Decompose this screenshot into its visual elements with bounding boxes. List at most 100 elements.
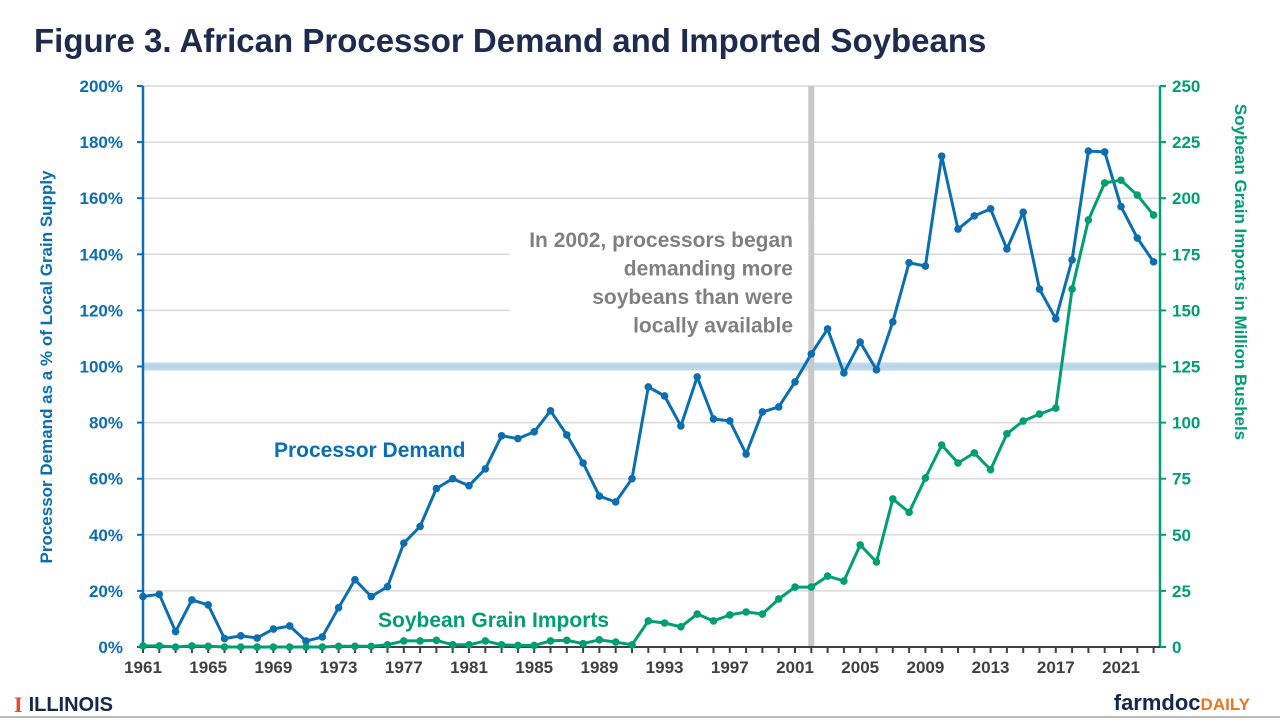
data-point bbox=[1084, 147, 1093, 155]
illinois-logo: I ILLINOIS bbox=[14, 692, 113, 718]
data-point bbox=[237, 631, 245, 640]
data-point bbox=[1068, 256, 1076, 264]
annotation-line: demanding more bbox=[624, 258, 793, 281]
data-point bbox=[367, 642, 376, 651]
x-tick-label: 1977 bbox=[385, 658, 423, 677]
data-point bbox=[611, 498, 620, 506]
y-tick-label: 120% bbox=[80, 301, 123, 320]
data-point bbox=[334, 603, 343, 612]
footer-divider bbox=[0, 716, 1280, 718]
data-point bbox=[1133, 191, 1142, 199]
data-point bbox=[1019, 417, 1027, 425]
daily-logo-text: DAILY bbox=[1200, 695, 1250, 714]
illinois-logo-text: ILLINOIS bbox=[28, 693, 114, 716]
data-point bbox=[937, 152, 946, 160]
data-point bbox=[1117, 176, 1125, 185]
data-point bbox=[970, 449, 979, 457]
data-point bbox=[1100, 179, 1109, 187]
y2-tick-label: 125 bbox=[1172, 358, 1200, 377]
y2-tick-label: 175 bbox=[1172, 245, 1200, 264]
y2-tick-label: 225 bbox=[1172, 133, 1200, 152]
y-tick-label: 100% bbox=[80, 358, 123, 377]
data-point bbox=[840, 577, 848, 585]
data-point bbox=[791, 583, 799, 591]
x-tick-label: 2013 bbox=[972, 658, 1010, 677]
data-point bbox=[171, 627, 180, 636]
data-point bbox=[709, 415, 718, 423]
data-point bbox=[204, 642, 212, 651]
data-point bbox=[563, 636, 571, 645]
data-point bbox=[497, 431, 506, 440]
data-point bbox=[742, 450, 750, 458]
data-point bbox=[954, 459, 962, 467]
x-tick-label: 2005 bbox=[841, 658, 879, 677]
data-point bbox=[188, 642, 196, 650]
data-point bbox=[432, 484, 441, 493]
data-point bbox=[1068, 285, 1076, 293]
x-tick-label: 1985 bbox=[515, 658, 553, 677]
x-tick-label: 2009 bbox=[906, 658, 944, 677]
data-point bbox=[823, 325, 832, 333]
gridlines bbox=[143, 85, 1160, 592]
data-point bbox=[237, 643, 245, 651]
data-point bbox=[1149, 211, 1158, 219]
data-point bbox=[188, 596, 196, 604]
y-tick-label: 200% bbox=[80, 77, 123, 96]
x-tick-label: 1981 bbox=[450, 658, 488, 677]
data-point bbox=[595, 492, 604, 500]
y2-tick-label: 75 bbox=[1172, 470, 1191, 489]
farmdoc-logo-text: farmdoc bbox=[1113, 690, 1201, 715]
data-point bbox=[872, 366, 881, 374]
data-point bbox=[1035, 410, 1044, 418]
data-point bbox=[155, 590, 164, 599]
data-point bbox=[220, 634, 229, 643]
chart-title: Figure 3. African Processor Demand and I… bbox=[34, 22, 987, 59]
data-point bbox=[660, 392, 669, 400]
y-tick-label: 160% bbox=[80, 189, 123, 208]
x-tick-label: 1969 bbox=[254, 658, 292, 677]
data-point bbox=[1003, 245, 1011, 253]
data-point bbox=[840, 369, 848, 377]
illinois-block-i-icon: I bbox=[14, 692, 23, 717]
data-point bbox=[1133, 234, 1142, 242]
data-point bbox=[269, 625, 278, 633]
data-point bbox=[302, 637, 310, 645]
data-point bbox=[1019, 208, 1027, 217]
data-point bbox=[318, 643, 327, 651]
data-point bbox=[546, 637, 555, 645]
data-point bbox=[807, 583, 816, 591]
data-point bbox=[383, 582, 392, 591]
data-point bbox=[986, 465, 995, 474]
annotation-line: locally available bbox=[633, 315, 793, 338]
data-point bbox=[351, 575, 359, 584]
reference-band-100 bbox=[143, 362, 1160, 371]
data-point bbox=[171, 643, 180, 651]
data-point bbox=[204, 601, 212, 609]
data-point bbox=[660, 619, 669, 627]
data-point bbox=[774, 595, 783, 603]
data-point bbox=[1035, 285, 1044, 293]
data-point bbox=[986, 205, 995, 213]
data-point bbox=[367, 592, 376, 601]
data-point bbox=[220, 643, 229, 651]
x-tick-label: 1961 bbox=[124, 658, 162, 677]
data-point bbox=[970, 212, 979, 220]
y-tick-label: 20% bbox=[89, 582, 123, 601]
y-tick-label: 0% bbox=[98, 638, 123, 657]
y-tick-label: 180% bbox=[80, 133, 123, 152]
data-point bbox=[644, 383, 653, 391]
data-point bbox=[726, 417, 734, 425]
axes: 0% 20% 40% 60% 80% 100% 120% 140% 160% 180% 200% 0 2… bbox=[80, 77, 1201, 677]
data-point bbox=[563, 431, 571, 439]
x-tick-label: 1997 bbox=[711, 658, 749, 677]
y-tick-label: 60% bbox=[89, 470, 123, 489]
y2-tick-label: 50 bbox=[1172, 526, 1191, 545]
y2-tick-label: 250 bbox=[1172, 77, 1200, 96]
y2-tick-label: 200 bbox=[1172, 189, 1200, 208]
data-point bbox=[889, 318, 897, 326]
y2-tick-label: 25 bbox=[1172, 582, 1191, 601]
data-point bbox=[774, 403, 783, 411]
data-point bbox=[709, 617, 718, 625]
data-point bbox=[1003, 430, 1011, 438]
data-point bbox=[139, 592, 147, 601]
